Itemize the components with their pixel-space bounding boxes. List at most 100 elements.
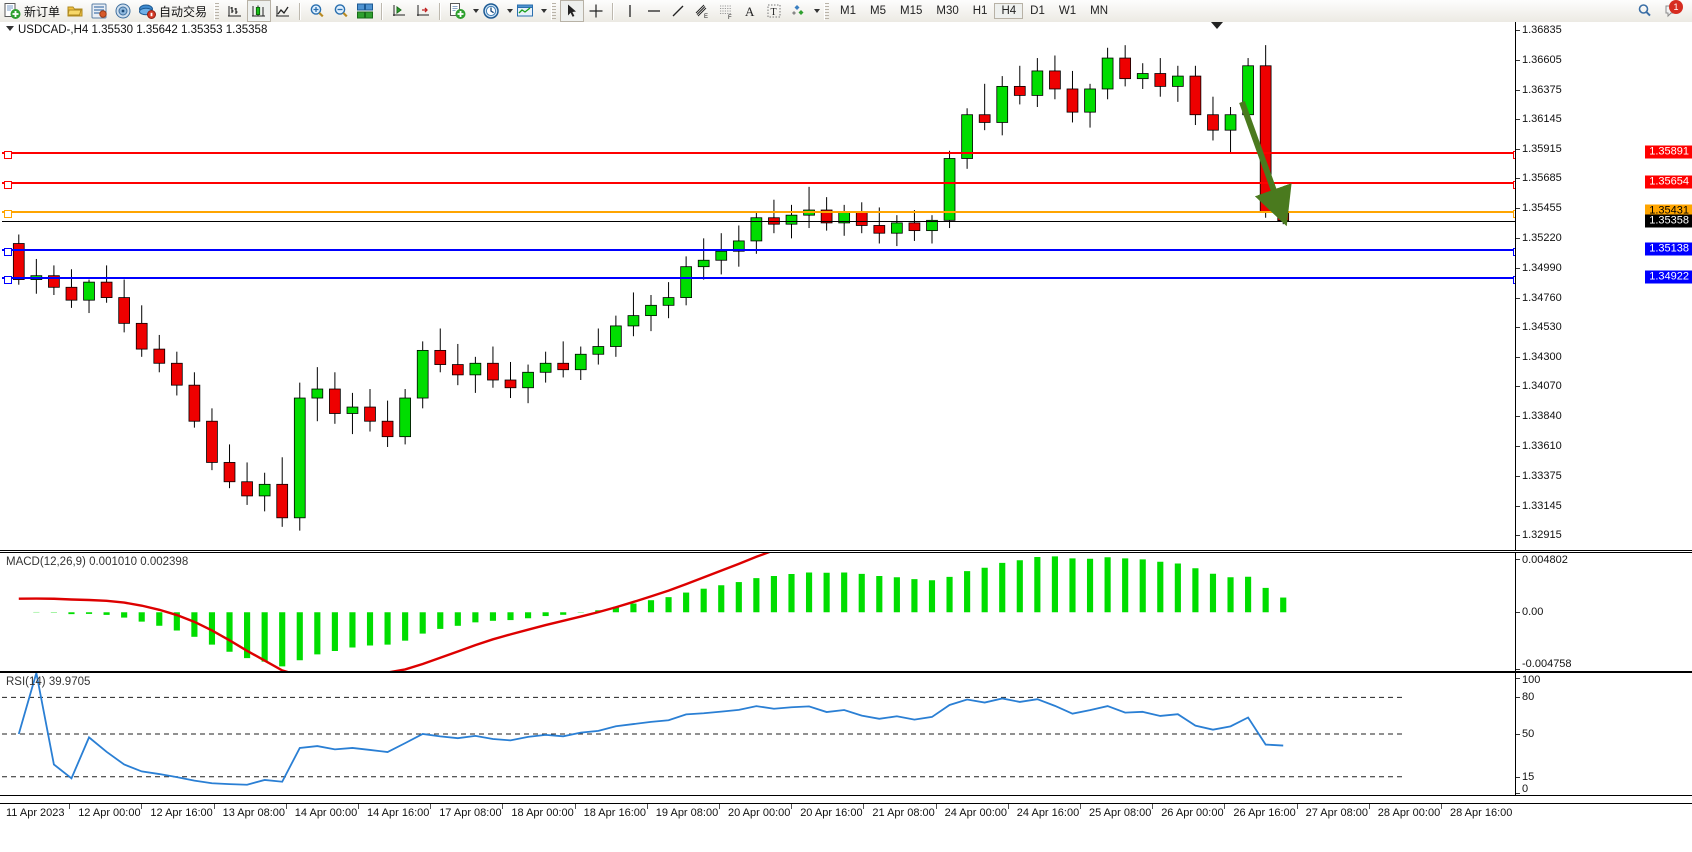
navigator-icon [90,2,108,20]
chart-symbol-header: USDCAD-,H4 1.35530 1.35642 1.35353 1.353… [6,24,267,36]
vertical-line-button[interactable] [618,1,642,21]
price-tickmark [1516,267,1520,269]
chart-area[interactable]: USDCAD-,H4 1.35530 1.35642 1.35353 1.353… [0,22,1692,828]
chart-menu-caret-icon[interactable] [6,26,14,31]
level-handle[interactable] [4,181,12,190]
templates-dropdown-arrow[interactable] [541,9,548,13]
toolbar-grip-1[interactable] [214,2,220,20]
level-handle[interactable] [4,210,12,219]
candle-body [680,266,692,298]
timeframe-w1[interactable]: W1 [1058,5,1077,17]
price-tick-label: 1.36375 [1522,83,1562,96]
level-line-current-price[interactable] [2,220,1516,222]
shapes-dropdown-arrow[interactable] [814,9,821,13]
macd-axis[interactable]: 0.004802 0.00 -0.004758 [1515,553,1692,671]
templates-button[interactable] [513,1,537,21]
zoom-out-button[interactable] [329,1,353,21]
candle-body [258,483,271,497]
svg-text:T: T [771,7,777,18]
level-handle[interactable] [1513,275,1516,284]
candle-body [557,362,570,371]
price-chart-panel[interactable]: USDCAD-,H4 1.35530 1.35642 1.35353 1.353… [0,22,1692,551]
level-handle[interactable] [1513,247,1516,256]
chart-shift-button[interactable] [411,1,435,21]
folder-button[interactable] [63,1,87,21]
timeframe-h1[interactable]: H1 [972,5,988,17]
level-line-support-1[interactable] [2,247,1516,256]
level-line-support-2[interactable] [2,275,1516,284]
crosshair-icon [587,2,605,20]
level-handle[interactable] [1513,150,1516,159]
time-axis[interactable]: 11 Apr 2023 12 Apr 00:00 12 Apr 16:00 13 Ap… [0,803,1692,828]
text-button[interactable]: A [738,1,762,21]
level-handle[interactable] [1513,181,1516,190]
search-icon[interactable] [1636,2,1654,20]
candle-body [522,371,534,389]
text-label-button[interactable]: T [762,1,786,21]
level-handle[interactable] [4,150,12,159]
level-line-entry-level[interactable] [2,210,1516,219]
level-line-resistance-1[interactable] [2,150,1516,159]
rsi-tickmark [1516,678,1520,679]
line-chart-button[interactable] [271,1,295,21]
timeframe-d1[interactable]: D1 [1030,5,1045,17]
candlestick-chart-button[interactable] [247,0,272,22]
price-plot[interactable] [2,22,1516,550]
periods-dropdown-arrow[interactable] [507,9,514,13]
time-tick-label: 18 Apr 16:00 [583,807,646,819]
zoom-in-button[interactable] [305,1,329,21]
shapes-button[interactable] [786,1,810,21]
auto-scroll-button[interactable] [387,1,411,21]
timeframe-m15[interactable]: M15 [900,5,923,17]
timeframe-m5[interactable]: M5 [870,5,886,17]
notifications-icon[interactable]: 1 [1664,0,1683,20]
crosshair-button[interactable] [584,1,608,21]
macd-plot[interactable] [2,553,1516,671]
price-axis[interactable]: 1.36835 1.36605 1.36375 1.36145 1.35915 1.356… [1515,22,1692,550]
rsi-plot[interactable] [2,673,1516,795]
equidistant-channel-icon: E [693,2,711,20]
horizontal-line-button[interactable] [642,1,666,21]
autotrading-button[interactable]: 自动交易 [135,1,210,21]
fibonacci-button[interactable]: F [714,1,738,21]
indicators-dropdown-arrow[interactable] [473,9,480,13]
price-tick-label: 1.33610 [1522,439,1562,452]
candle-body [434,349,447,365]
panel-collapse-caret-icon[interactable] [1211,22,1223,29]
candle-body [364,406,376,422]
cursor-button[interactable] [560,0,585,22]
macd-panel[interactable]: MACD(12,26,9) 0.001010 0.002398 0.004802… [0,552,1692,672]
new-order-icon [3,2,21,20]
periods-button[interactable] [479,1,503,21]
tile-windows-button[interactable] [353,1,377,21]
level-handle[interactable] [4,247,12,256]
price-tickmark [1516,445,1520,447]
trendline-button[interactable] [666,1,690,21]
candle-body [645,304,657,317]
bar-chart-button[interactable] [223,1,247,21]
timeframe-m1[interactable]: M1 [840,5,857,17]
down-arrow-annotation[interactable] [1234,94,1354,234]
timeframe-h4[interactable]: H4 [994,3,1024,19]
toolbar-grip-3[interactable] [824,2,830,20]
rsi-panel[interactable]: RSI(14) 39.9705 100 80 50 15 0 [0,672,1692,796]
candle-body [48,275,60,288]
price-tick-label: 1.33375 [1522,469,1562,482]
equidistant-channel-button[interactable]: E [690,1,714,21]
timeframe-m30[interactable]: M30 [936,5,959,17]
level-handle[interactable] [1513,210,1516,219]
navigator-button[interactable] [87,1,111,21]
toolbar-grip-2[interactable] [551,2,557,20]
candle-body [891,222,903,234]
time-tick-separator [791,804,793,809]
timeframe-mn[interactable]: MN [1090,5,1108,17]
level-line-resistance-2[interactable] [2,181,1516,190]
level-handle[interactable] [4,275,12,284]
new-order-button[interactable]: 新订单 [0,1,63,21]
rsi-axis[interactable]: 100 80 50 15 0 [1515,673,1692,795]
time-tick-separator [719,804,720,809]
indicators-button[interactable] [445,1,469,21]
terminal-button[interactable] [111,1,135,21]
price-tick-label: 1.34070 [1522,380,1562,393]
candle-body [715,250,728,261]
